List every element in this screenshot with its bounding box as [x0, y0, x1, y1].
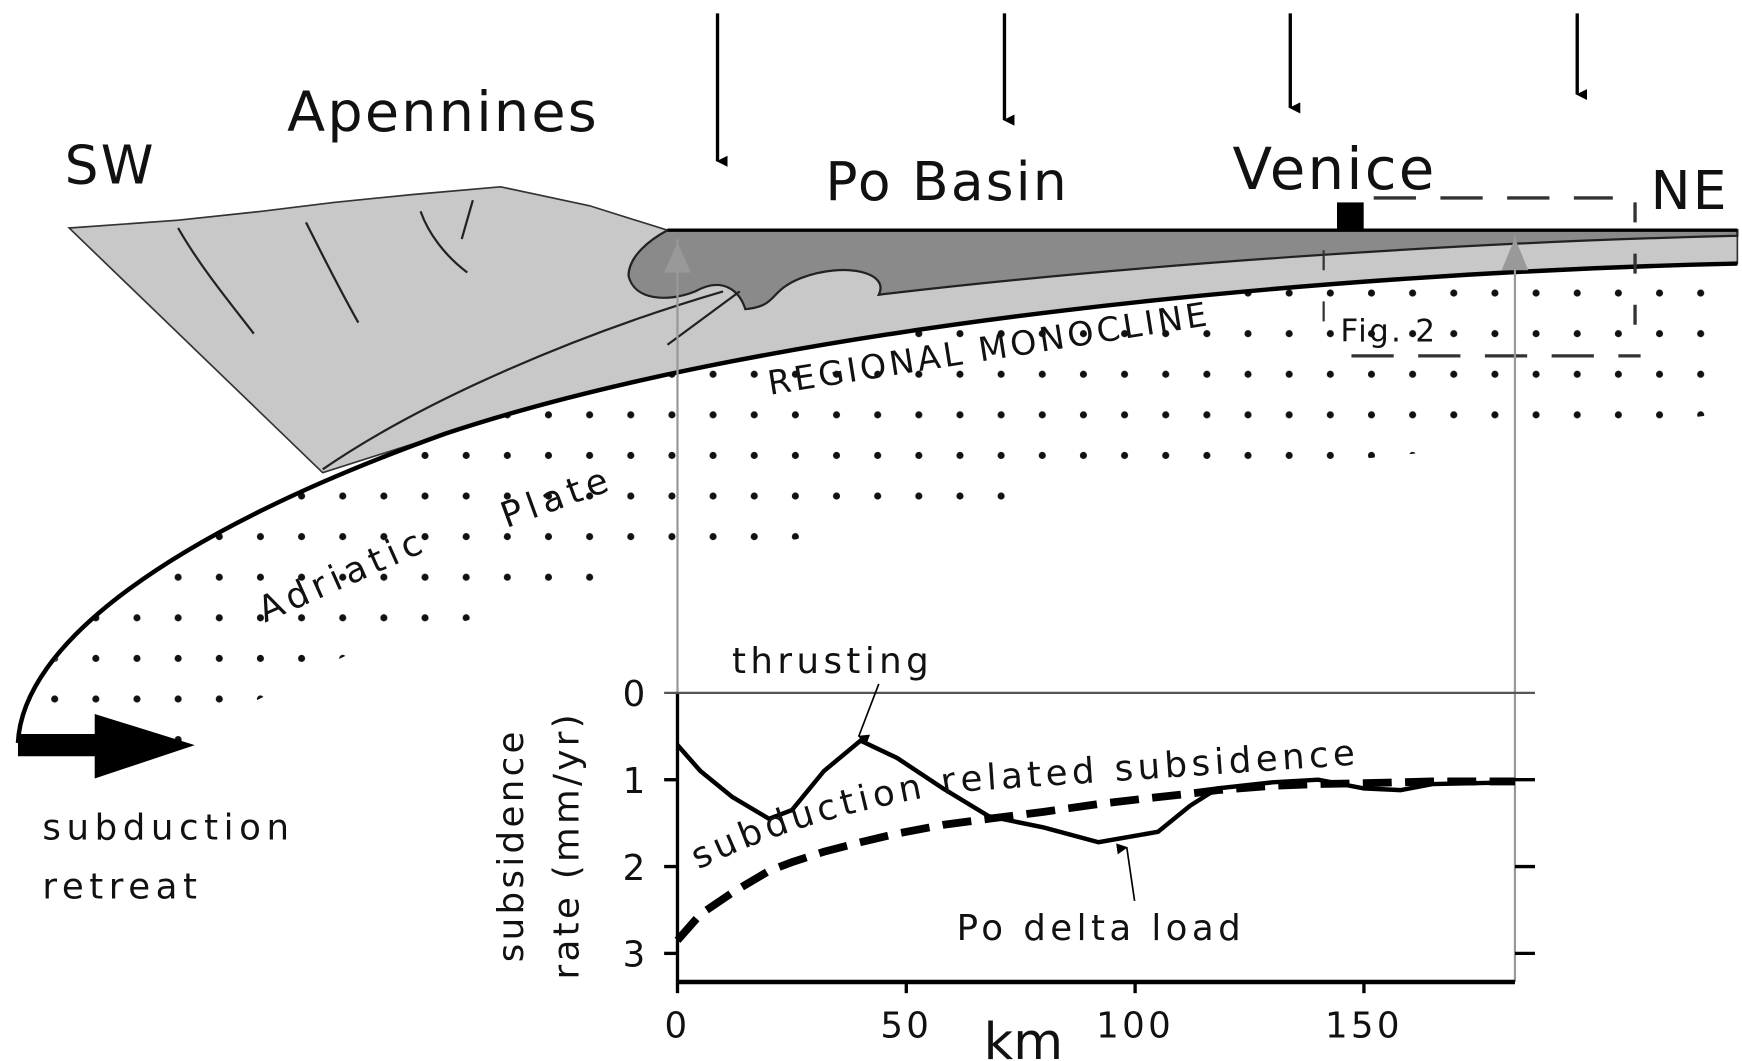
x-tick-label: 50: [880, 1006, 932, 1047]
retreat-label: subduction: [42, 808, 294, 849]
annotation: thrusting: [732, 641, 933, 682]
projection-marker: [664, 242, 691, 273]
retreat-arrow: [17, 714, 195, 779]
x-tick-label: 150: [1325, 1006, 1403, 1047]
plate-dots: [22, 263, 1738, 779]
venice-marker: [1336, 202, 1364, 230]
fault: [419, 210, 468, 274]
series-label-text: subduction related subsidence: [684, 732, 1356, 877]
thrust-line: [322, 290, 724, 471]
x-tick-label: 0: [664, 1006, 690, 1047]
basin-fill: [627, 229, 1739, 311]
plate-top: [15, 261, 1738, 744]
projection-marker: [1501, 238, 1529, 271]
fault: [460, 199, 474, 240]
y-tick-label: 0: [623, 674, 646, 715]
annotation-arrow: [857, 683, 880, 746]
apennines-label: Apennines: [287, 80, 599, 145]
y-axis-label: rate (mm/yr): [547, 711, 588, 979]
sw-label: SW: [65, 134, 156, 197]
dashed-series-line: [674, 777, 1515, 943]
y-tick-label: 1: [623, 761, 646, 802]
po-basin-label: Po Basin: [825, 150, 1068, 213]
venice-label: Venice: [1232, 135, 1436, 203]
fig-label: Fig. 2: [1340, 313, 1437, 349]
y-axis-label: subsidence: [491, 728, 532, 962]
fault: [177, 227, 255, 335]
retreat-label: retreat: [42, 867, 202, 908]
y-tick-label: 2: [623, 848, 646, 889]
annotation-arrow: [1116, 843, 1136, 901]
x-tick-label: 100: [1096, 1006, 1174, 1047]
y-tick-label: 3: [623, 935, 646, 976]
fault: [305, 221, 360, 324]
series-label: subduction related subsidence: [684, 732, 1360, 877]
ne-label: NE: [1651, 159, 1729, 222]
x-axis-label: km: [984, 1013, 1063, 1061]
annotation: Po delta load: [957, 908, 1246, 949]
thrust-line: [666, 290, 741, 346]
